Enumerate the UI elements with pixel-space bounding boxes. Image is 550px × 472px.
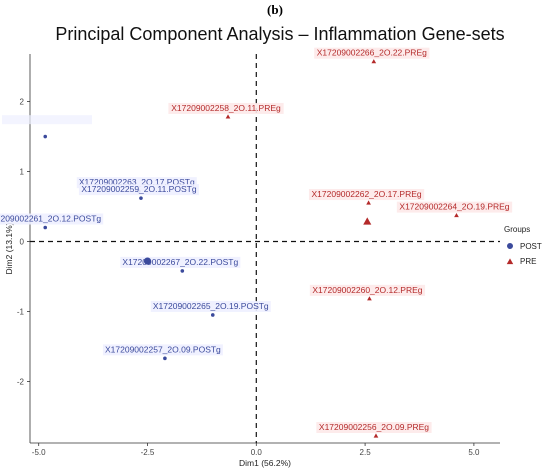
pre-point-label: X17209002264_2O.19.PREg — [399, 202, 509, 212]
post-point — [43, 225, 48, 230]
post-label-background — [0, 213, 104, 225]
pre-point — [367, 296, 372, 301]
post-label-background — [102, 344, 223, 356]
pre-centroid — [363, 217, 372, 225]
pre-point — [373, 433, 379, 438]
post-point — [43, 134, 48, 139]
x-tick-label: -2.5 — [141, 448, 155, 457]
pre-label-background — [309, 284, 426, 296]
x-tick-label: -5.0 — [32, 448, 46, 457]
x-tick-label: 5.0 — [468, 448, 480, 457]
y-tick-label: -1 — [17, 307, 25, 316]
pre-point-label: X17209002262_2O.17.PREg — [312, 189, 422, 199]
pre-point-label: X17209002258_2O.11.PREg — [171, 103, 281, 113]
post-label-background — [150, 300, 271, 312]
pre-label-background — [308, 189, 425, 201]
pre-point — [454, 213, 459, 218]
pre-label-background — [396, 201, 513, 213]
pre-label-background — [316, 422, 432, 434]
post-label-background — [120, 256, 241, 268]
legend-post-label: POST — [520, 242, 542, 251]
y-tick-label: 0 — [20, 238, 25, 247]
post-point-label: X17209002261_2O.12.POSTg — [0, 214, 101, 224]
pre-label-background — [168, 102, 284, 114]
legend-title: Groups — [504, 225, 530, 234]
post-label-background — [76, 177, 197, 189]
pre-label-background — [314, 47, 430, 59]
legend-pre-marker — [506, 258, 514, 265]
post-point-label: X17209002267_2O.22.POSTg — [122, 257, 238, 267]
faded-label-background — [2, 115, 92, 125]
post-point-label: X17209002265_2O.19.POSTg — [153, 301, 269, 311]
post-point — [180, 269, 185, 273]
pre-point-label: X17209002260_2O.12.PREg — [312, 285, 422, 295]
legend-pre-label: PRE — [520, 257, 536, 266]
x-axis-title: Dim1 (56.2%) — [239, 458, 291, 468]
post-centroid — [143, 257, 152, 265]
y-tick-label: 2 — [20, 98, 25, 107]
post-point — [139, 196, 143, 200]
post-label-background — [78, 184, 199, 196]
post-point-label: X17209002259_2O.11.POSTg — [81, 184, 196, 194]
y-tick-label: 1 — [20, 168, 25, 177]
y-axis-title: Dim2 (13.1%) — [4, 222, 14, 274]
pre-point — [225, 114, 231, 119]
x-tick-label: 0.0 — [251, 448, 263, 457]
panel-label: (b) — [267, 2, 283, 17]
legend-post-marker — [507, 243, 513, 249]
pre-point — [371, 59, 377, 64]
post-point — [163, 356, 167, 361]
pre-point-label: X17209002256_2O.09.PREg — [319, 422, 429, 432]
post-point — [210, 313, 215, 317]
chart-title: Principal Component Analysis – Inflammat… — [55, 24, 505, 44]
post-point-label: X17209002257_2O.09.POSTg — [105, 344, 221, 354]
x-tick-label: 2.5 — [360, 448, 372, 457]
pre-point — [366, 200, 371, 205]
y-tick-label: -2 — [17, 377, 25, 386]
post-point-label: X17209002263_2O.17.POSTg — [79, 177, 195, 187]
pre-point-label: X17209002266_2O.22.PREg — [317, 48, 427, 58]
